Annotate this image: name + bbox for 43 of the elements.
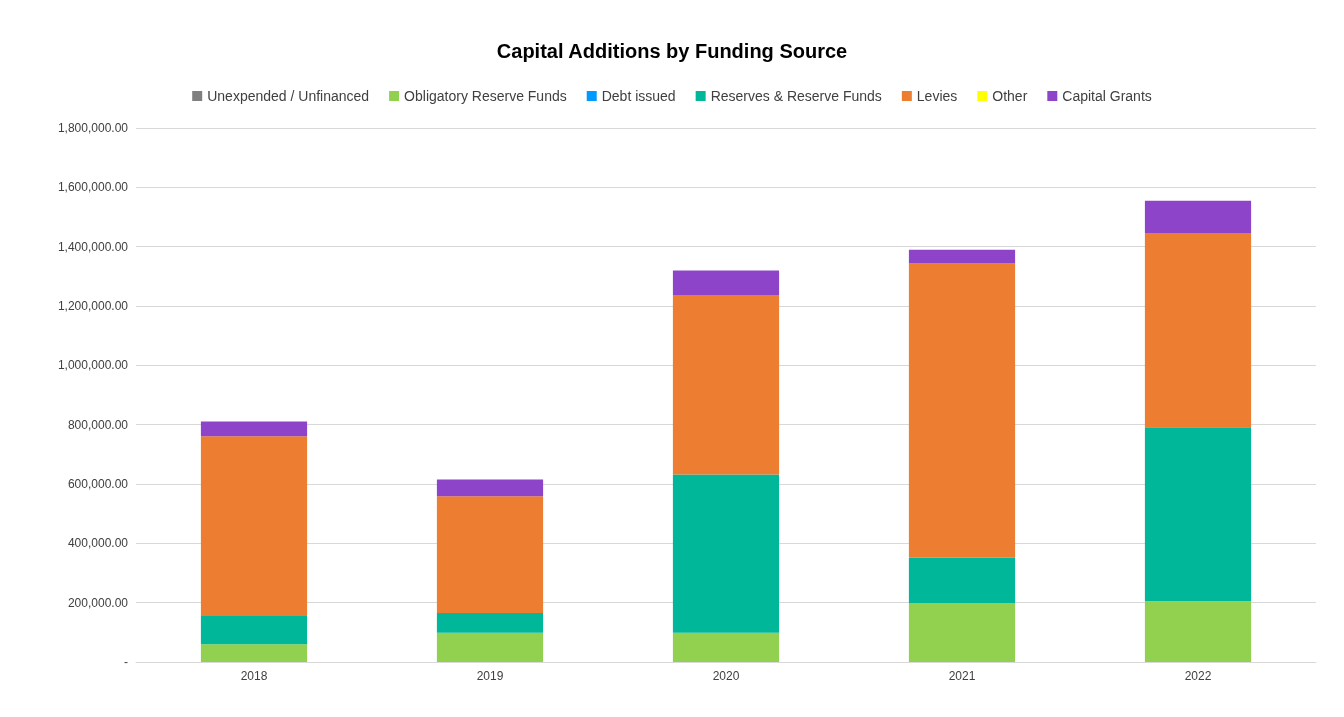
bar xyxy=(1144,427,1252,602)
bar xyxy=(200,616,308,645)
legend-label: Obligatory Reserve Funds xyxy=(404,88,567,104)
legend-label: Capital Grants xyxy=(1062,88,1152,104)
y-tick-label: 1,600,000.00 xyxy=(57,180,129,195)
bar xyxy=(1144,200,1252,234)
bar xyxy=(436,632,544,662)
y-tick-label: 800,000.00 xyxy=(67,417,129,432)
legend-label: Levies xyxy=(916,88,958,104)
y-tick-label: 200,000.00 xyxy=(67,595,129,610)
x-tick-label: 2020 xyxy=(712,669,740,683)
y-tick-label: 1,200,000.00 xyxy=(57,299,129,313)
bar xyxy=(908,263,1016,558)
y-tick-label: - xyxy=(124,655,128,669)
bar xyxy=(436,613,544,633)
bar xyxy=(200,421,308,437)
x-tick-label: 2019 xyxy=(476,669,504,683)
y-tick-label: 1,400,000.00 xyxy=(57,239,129,254)
bar xyxy=(1144,233,1252,428)
bar xyxy=(908,602,1016,662)
legend-label: Unexpended / Unfinanced xyxy=(207,88,370,104)
bar xyxy=(672,270,780,296)
x-tick-label: 2022 xyxy=(1184,669,1212,683)
bar xyxy=(1144,601,1252,662)
bar xyxy=(908,557,1016,603)
y-tick-label: 1,000,000.00 xyxy=(57,358,129,373)
x-tick-label: 2018 xyxy=(240,669,268,683)
legend-label: Debt issued xyxy=(601,88,676,104)
bar xyxy=(672,295,780,475)
x-tick-label: 2021 xyxy=(948,669,976,683)
bar xyxy=(200,644,308,662)
chart-title: Capital Additions by Funding Source xyxy=(496,40,848,62)
y-tick-label: 1,800,000.00 xyxy=(57,121,129,135)
bar xyxy=(908,249,1016,264)
bar xyxy=(436,479,544,497)
y-tick-label: 600,000.00 xyxy=(67,477,129,491)
y-tick-label: 400,000.00 xyxy=(67,536,129,551)
bar xyxy=(672,474,780,633)
legend-label: Reserves & Reserve Funds xyxy=(710,88,882,104)
bar xyxy=(672,632,780,662)
bar xyxy=(436,496,544,614)
bar xyxy=(200,436,308,617)
legend-label: Other xyxy=(992,88,1028,104)
